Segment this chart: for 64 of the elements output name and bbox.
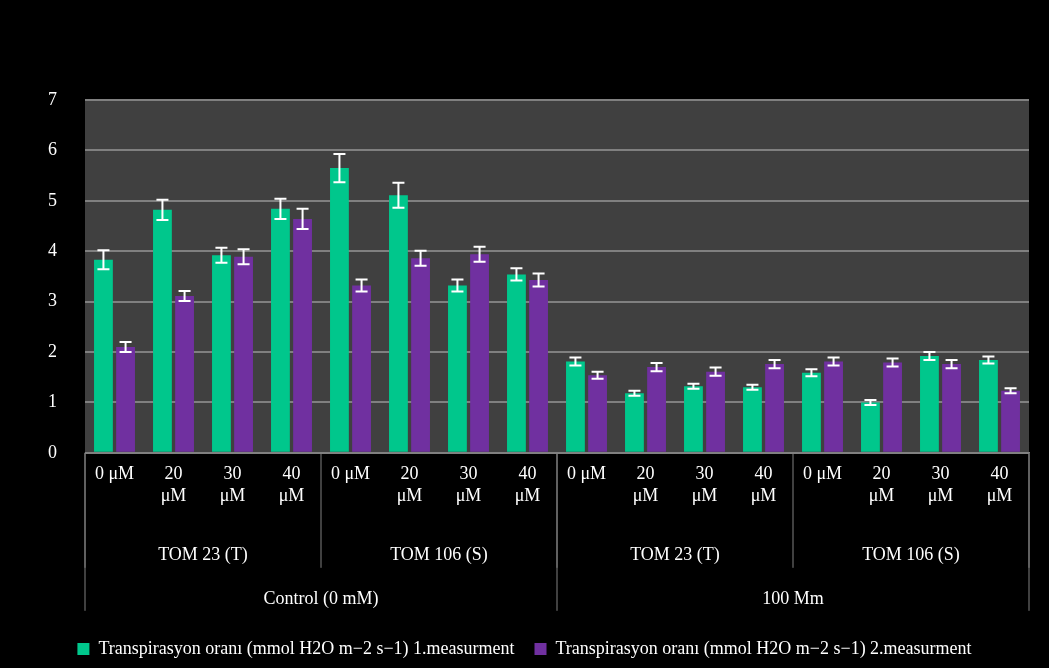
bar <box>566 361 585 452</box>
x-tick-label: 20 μM <box>396 463 423 505</box>
x-tick-label: 30 μM <box>691 463 718 505</box>
x-tick-label: 20 μM <box>160 463 187 505</box>
bar <box>883 362 902 452</box>
bar <box>802 372 821 452</box>
bar <box>861 402 880 452</box>
bar <box>153 209 172 452</box>
bar <box>448 285 467 452</box>
y-tick-label: 1 <box>48 391 57 412</box>
x-tick-label: 30 μM <box>927 463 954 505</box>
bar <box>743 387 762 452</box>
text: 100 Mm <box>762 587 824 608</box>
x-tick-label: 40 μM <box>986 463 1013 505</box>
legend-label: Transpirasyon oranı (mmol H2O m−2 s−1) 2.measurment <box>555 637 972 659</box>
bar <box>411 258 430 452</box>
x-tick-label: 30 μM <box>219 463 246 505</box>
y-tick-label: 4 <box>48 239 57 260</box>
x-tick-label: 40 μM <box>514 463 541 505</box>
bar <box>293 218 312 452</box>
bar <box>979 360 998 452</box>
y-tick-label: 0 <box>48 441 57 462</box>
bar <box>116 346 135 452</box>
text: TOM 106 (S) <box>390 543 488 565</box>
x-tick-label: 20 μM <box>632 463 659 505</box>
bar <box>765 364 784 452</box>
x-tick-label: 0 μM <box>566 463 607 484</box>
bar <box>389 195 408 452</box>
bar <box>212 255 231 452</box>
text: Control (0 mM) <box>263 587 379 609</box>
bar <box>507 274 526 452</box>
text: TOM 23 (T) <box>630 543 720 565</box>
y-tick-label: 3 <box>48 290 57 311</box>
bar <box>684 386 703 452</box>
bar <box>529 279 548 452</box>
y-tick-label: 6 <box>48 139 57 160</box>
bar <box>647 367 666 452</box>
y-tick-label: 7 <box>48 88 57 109</box>
bar <box>352 285 371 452</box>
bar <box>588 375 607 452</box>
bar <box>94 259 113 452</box>
bar <box>824 361 843 452</box>
bar <box>625 393 644 452</box>
x-tick-label: 40 μM <box>750 463 777 505</box>
bar <box>330 168 349 452</box>
bar <box>1001 390 1020 452</box>
bar <box>175 296 194 452</box>
bar <box>942 364 961 452</box>
bar <box>706 371 725 452</box>
text: TOM 106 (S) <box>862 543 960 565</box>
x-tick-label: 0 μM <box>330 463 371 484</box>
y-tick-label: 2 <box>48 340 57 361</box>
bar <box>234 256 253 452</box>
bar <box>470 254 489 452</box>
x-tick-label: 0 μM <box>94 463 135 484</box>
bar <box>920 356 939 452</box>
text: TOM 23 (T) <box>158 543 248 565</box>
x-tick-label: 20 μM <box>868 463 895 505</box>
y-tick-label: 5 <box>48 189 57 210</box>
x-tick-label: 30 μM <box>455 463 482 505</box>
x-tick-label: 40 μM <box>278 463 305 505</box>
bar <box>271 208 290 452</box>
x-tick-label: 0 μM <box>802 463 843 484</box>
legend-label: Transpirasyon oranı (mmol H2O m−2 s−1) 1.measurment <box>98 637 515 659</box>
